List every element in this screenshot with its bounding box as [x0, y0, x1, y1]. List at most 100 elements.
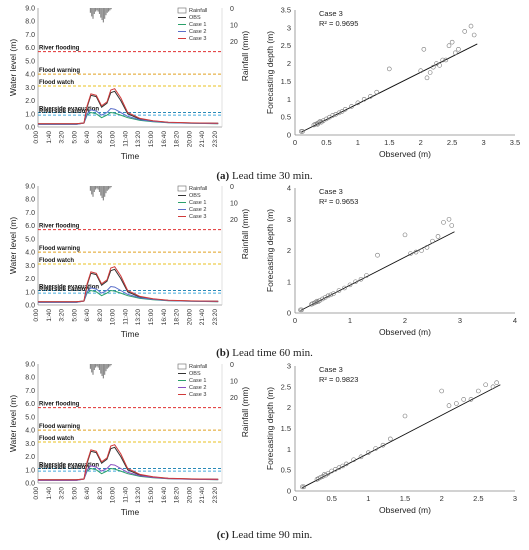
x-tick-label: 8:20 [97, 309, 104, 322]
scatter-point [358, 276, 364, 282]
y-tick-label: 8.0 [25, 19, 35, 26]
caption-letter: (c) [216, 529, 229, 541]
x-tick-label: 21:40 [199, 487, 206, 504]
scatter-chart: 0 0.5 1 1.5 2 2.5 3 3.5 0 0.5 1 1.5 2 2.5 3 3.5 Forecast… [265, 6, 520, 160]
y-tick-label: 2 [287, 403, 291, 412]
legend-label: Case 1 [189, 200, 206, 206]
scatter-point [364, 273, 369, 278]
scatter-point [424, 75, 430, 81]
rainfall-bar [107, 186, 110, 190]
rainfall-bar [89, 8, 91, 13]
x-axis-label: Observed (m) [379, 505, 431, 515]
scatter-point [317, 119, 323, 124]
legend-swatch [177, 363, 187, 370]
scatter-point [424, 245, 430, 250]
rainfall-bar [93, 8, 95, 14]
x-tick-label: 4 [513, 316, 517, 325]
x-tick-label: 3 [481, 138, 485, 147]
r2-label: R² = 0.9823 [319, 375, 358, 384]
y-tick-label: 1 [287, 445, 291, 454]
y-tick-label: 6.0 [25, 401, 35, 408]
x-tick-label: 18:20 [174, 309, 181, 326]
legend-label: Case 1 [189, 378, 206, 384]
scatter-point [336, 465, 342, 470]
scatter-point [325, 293, 331, 299]
rainfall-bar [92, 186, 94, 197]
x-tick-label: 3.5 [510, 138, 520, 147]
scatter-point [320, 296, 325, 302]
scatter-point [408, 251, 413, 256]
x-tick-label: 1:40 [46, 487, 53, 500]
legend-label: Case 3 [189, 214, 206, 220]
scatter-point [430, 64, 436, 70]
x-tick-label: 1.5 [384, 138, 394, 147]
fit-line [302, 384, 501, 489]
legend-label: Rainfall [189, 186, 207, 192]
y2-tick-label: 0 [230, 362, 234, 369]
scatter-point [440, 57, 446, 63]
rainfall-bar [102, 186, 104, 201]
r2-label: R² = 0.9653 [319, 197, 358, 206]
y-tick-label: 0 [287, 487, 291, 496]
x-tick-label: 0 [293, 316, 297, 325]
threshold-label: Riverside evacuation [39, 106, 99, 112]
scatter-point [322, 295, 328, 300]
series-line [38, 444, 219, 481]
y-tick-label: 1.0 [25, 111, 35, 118]
threshold-label: Riverside caution [39, 287, 89, 293]
x-tick-label: 2.5 [447, 138, 457, 147]
caption-letter: (a) [216, 170, 230, 182]
x-tick-label: 10:00 [110, 131, 117, 148]
rainfall-bar [98, 364, 101, 370]
scatter-point [386, 66, 392, 72]
scatter-chart: 0 0.5 1 1.5 2 2.5 3 0 0.5 1 1.5 2 2.5 3 Forecasting de… [265, 362, 517, 516]
rainfall-bar [104, 8, 106, 19]
caption-letter: (b) [216, 347, 230, 359]
rainfall-bar [104, 364, 106, 375]
x-tick-label: 3 [513, 494, 517, 503]
rainfall-bar [96, 364, 98, 367]
legend-label: Case 1 [189, 22, 206, 28]
y2-axis-label: Rainfall (mm) [240, 31, 250, 82]
rainfall-bar [92, 364, 94, 375]
legend-label: Case 2 [189, 385, 206, 391]
rainfall-bar [95, 364, 97, 368]
y-tick-label: 1.0 [25, 289, 35, 296]
threshold-label: Flood watch [39, 436, 74, 442]
y-tick-label: 3.0 [25, 263, 35, 270]
y-tick-label: 2.5 [281, 382, 291, 391]
caption-text: Lead time 30 min. [229, 170, 313, 182]
scatter-point [402, 232, 408, 238]
threshold-label: Flood watch [39, 258, 74, 264]
y-tick-label: 3 [287, 362, 291, 371]
x-tick-label: 1.5 [400, 494, 410, 503]
rainfall-bar [105, 8, 107, 16]
x-tick-label: 1:40 [46, 131, 53, 144]
legend-label: OBS [189, 193, 201, 199]
scatter-point [368, 94, 373, 99]
scatter-point [490, 384, 496, 390]
scatter-point [331, 291, 336, 296]
threshold-label: Riverside caution [39, 109, 89, 115]
y-tick-label: 5.0 [25, 236, 35, 243]
caption-text: Lead time 60 min. [229, 347, 313, 359]
scatter-point [325, 471, 331, 476]
y-tick-label: 4.0 [25, 428, 35, 435]
water-level-chart: 0.0 1.0 2.0 3.0 4.0 5.0 6.0 7.0 8.0 9.0 0:00 1:40 3:… [8, 184, 250, 340]
rainfall-bar [97, 8, 99, 12]
x-tick-label: 11:40 [122, 487, 129, 503]
rainfall-bar [109, 364, 111, 367]
annotation-label: Case 3 [319, 365, 343, 374]
rainfall-bar [102, 364, 104, 379]
y2-tick-label: 0 [230, 184, 234, 191]
y-tick-label: 0.5 [281, 466, 291, 475]
scatter-point [313, 299, 319, 305]
rainfall-bar [98, 186, 101, 192]
scatter-point [355, 100, 361, 106]
y-tick-label: 9.0 [25, 362, 35, 369]
y-tick-label: 1.5 [281, 424, 291, 433]
legend-label: Rainfall [189, 364, 207, 370]
r2-label: R² = 0.9695 [319, 19, 358, 28]
rainfall-bar [98, 8, 101, 14]
y-tick-label: 0.0 [25, 303, 35, 310]
